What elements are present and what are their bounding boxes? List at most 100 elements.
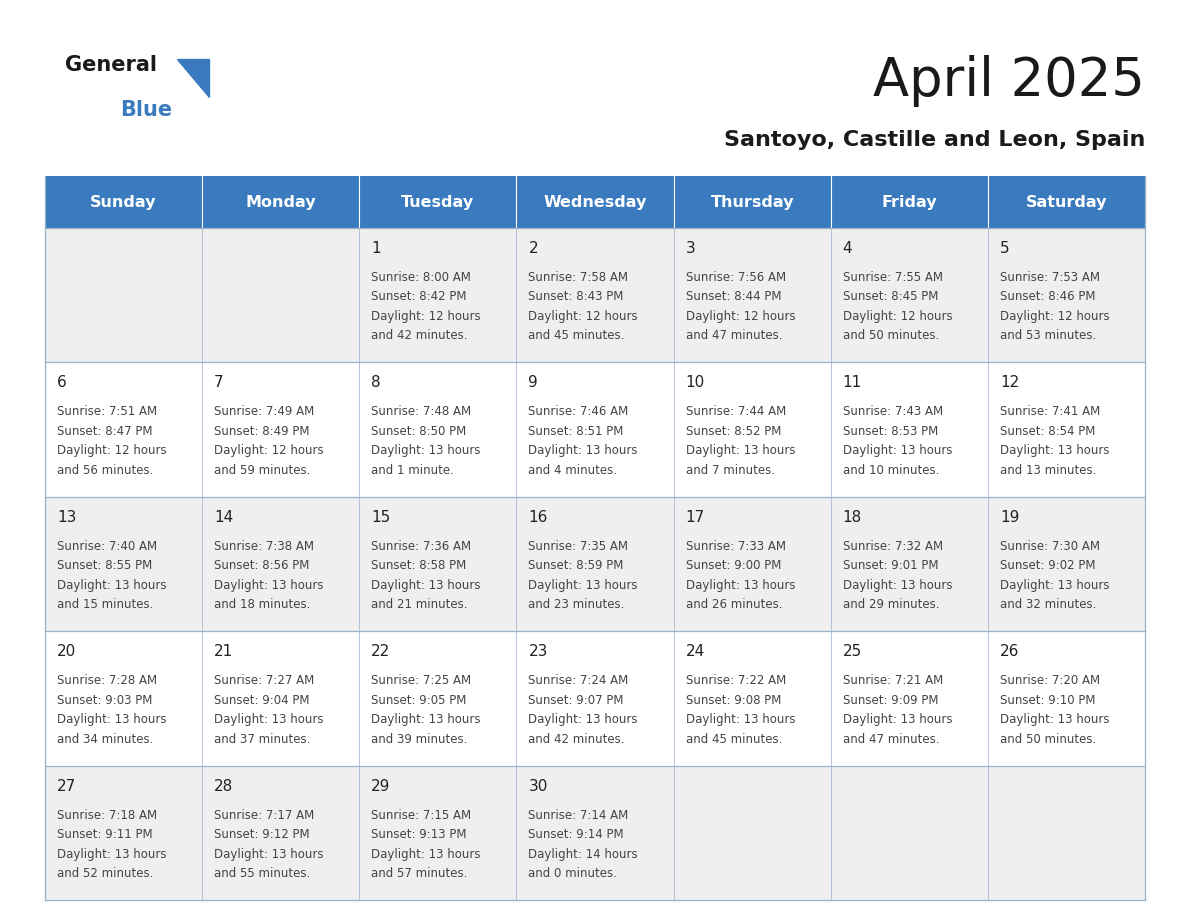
Text: Sunset: 9:05 PM: Sunset: 9:05 PM [372, 694, 467, 707]
Text: Sunset: 9:02 PM: Sunset: 9:02 PM [1000, 559, 1095, 572]
Bar [45, 766, 1145, 900]
Text: Daylight: 12 hours: Daylight: 12 hours [842, 310, 953, 323]
Text: Thursday: Thursday [710, 195, 794, 209]
Text: and 10 minutes.: and 10 minutes. [842, 464, 939, 476]
Text: and 47 minutes.: and 47 minutes. [842, 733, 940, 745]
Text: Sunset: 8:58 PM: Sunset: 8:58 PM [372, 559, 467, 572]
Text: Sunset: 9:12 PM: Sunset: 9:12 PM [214, 828, 310, 841]
Text: Sunset: 9:03 PM: Sunset: 9:03 PM [57, 694, 152, 707]
Text: Daylight: 13 hours: Daylight: 13 hours [685, 579, 795, 592]
Text: Daylight: 13 hours: Daylight: 13 hours [57, 847, 166, 860]
Text: 1: 1 [372, 241, 381, 256]
Text: 24: 24 [685, 644, 704, 659]
Text: Sunrise: 7:51 AM: Sunrise: 7:51 AM [57, 406, 157, 419]
Text: and 15 minutes.: and 15 minutes. [57, 599, 153, 611]
Text: Daylight: 13 hours: Daylight: 13 hours [372, 579, 481, 592]
Text: 29: 29 [372, 778, 391, 793]
Text: 28: 28 [214, 778, 233, 793]
Text: Sunset: 9:10 PM: Sunset: 9:10 PM [1000, 694, 1095, 707]
Text: and 42 minutes.: and 42 minutes. [372, 330, 468, 342]
Text: 6: 6 [57, 375, 67, 390]
Text: Sunrise: 7:15 AM: Sunrise: 7:15 AM [372, 809, 472, 822]
Text: Sunrise: 7:49 AM: Sunrise: 7:49 AM [214, 406, 315, 419]
Text: Sunrise: 7:36 AM: Sunrise: 7:36 AM [372, 540, 472, 553]
Bar [45, 176, 202, 228]
Text: 4: 4 [842, 241, 852, 256]
Text: 23: 23 [529, 644, 548, 659]
Text: Santoyo, Castille and Leon, Spain: Santoyo, Castille and Leon, Spain [723, 130, 1145, 150]
Text: Sunset: 9:14 PM: Sunset: 9:14 PM [529, 828, 624, 841]
Text: and 59 minutes.: and 59 minutes. [214, 464, 310, 476]
Text: Daylight: 13 hours: Daylight: 13 hours [685, 713, 795, 726]
Text: Daylight: 12 hours: Daylight: 12 hours [685, 310, 795, 323]
Text: Sunrise: 7:35 AM: Sunrise: 7:35 AM [529, 540, 628, 553]
Text: Sunset: 8:55 PM: Sunset: 8:55 PM [57, 559, 152, 572]
Text: Sunset: 8:53 PM: Sunset: 8:53 PM [842, 425, 939, 438]
Text: Daylight: 13 hours: Daylight: 13 hours [529, 579, 638, 592]
Text: Daylight: 13 hours: Daylight: 13 hours [685, 444, 795, 457]
Text: and 26 minutes.: and 26 minutes. [685, 599, 782, 611]
Text: and 55 minutes.: and 55 minutes. [214, 868, 310, 880]
Text: Sunset: 8:44 PM: Sunset: 8:44 PM [685, 290, 781, 304]
Text: Daylight: 13 hours: Daylight: 13 hours [1000, 444, 1110, 457]
Bar [202, 176, 359, 228]
Text: and 42 minutes.: and 42 minutes. [529, 733, 625, 745]
Text: Sunset: 8:49 PM: Sunset: 8:49 PM [214, 425, 310, 438]
Text: Daylight: 13 hours: Daylight: 13 hours [214, 579, 323, 592]
Text: 5: 5 [1000, 241, 1010, 256]
Bar [45, 632, 1145, 766]
Text: Daylight: 13 hours: Daylight: 13 hours [214, 713, 323, 726]
Text: Sunrise: 7:56 AM: Sunrise: 7:56 AM [685, 271, 785, 284]
Text: Sunrise: 7:25 AM: Sunrise: 7:25 AM [372, 674, 472, 688]
Text: Sunrise: 7:40 AM: Sunrise: 7:40 AM [57, 540, 157, 553]
Text: 11: 11 [842, 375, 862, 390]
Text: Sunrise: 7:22 AM: Sunrise: 7:22 AM [685, 674, 785, 688]
Text: 17: 17 [685, 509, 704, 525]
Bar [45, 363, 1145, 497]
Text: 27: 27 [57, 778, 76, 793]
Text: Sunset: 8:45 PM: Sunset: 8:45 PM [842, 290, 939, 304]
Text: Sunrise: 7:24 AM: Sunrise: 7:24 AM [529, 674, 628, 688]
Text: Sunset: 8:59 PM: Sunset: 8:59 PM [529, 559, 624, 572]
Text: Daylight: 13 hours: Daylight: 13 hours [372, 713, 481, 726]
Text: Daylight: 13 hours: Daylight: 13 hours [1000, 579, 1110, 592]
Text: Sunrise: 7:17 AM: Sunrise: 7:17 AM [214, 809, 315, 822]
Bar [830, 176, 988, 228]
Text: 14: 14 [214, 509, 233, 525]
Text: and 18 minutes.: and 18 minutes. [214, 599, 310, 611]
Text: Tuesday: Tuesday [402, 195, 474, 209]
Text: Daylight: 14 hours: Daylight: 14 hours [529, 847, 638, 860]
Text: 26: 26 [1000, 644, 1019, 659]
Text: Sunset: 8:47 PM: Sunset: 8:47 PM [57, 425, 152, 438]
Text: and 57 minutes.: and 57 minutes. [372, 868, 468, 880]
Text: Sunset: 9:11 PM: Sunset: 9:11 PM [57, 828, 152, 841]
Text: Sunset: 9:07 PM: Sunset: 9:07 PM [529, 694, 624, 707]
Text: Sunrise: 7:44 AM: Sunrise: 7:44 AM [685, 406, 785, 419]
Text: Sunset: 9:01 PM: Sunset: 9:01 PM [842, 559, 939, 572]
Text: Daylight: 13 hours: Daylight: 13 hours [842, 579, 953, 592]
Text: Sunrise: 7:33 AM: Sunrise: 7:33 AM [685, 540, 785, 553]
Text: Daylight: 12 hours: Daylight: 12 hours [57, 444, 166, 457]
Text: Sunset: 8:54 PM: Sunset: 8:54 PM [1000, 425, 1095, 438]
Text: and 32 minutes.: and 32 minutes. [1000, 599, 1097, 611]
Text: and 53 minutes.: and 53 minutes. [1000, 330, 1097, 342]
Text: and 34 minutes.: and 34 minutes. [57, 733, 153, 745]
Text: Monday: Monday [246, 195, 316, 209]
Text: Daylight: 12 hours: Daylight: 12 hours [214, 444, 324, 457]
Bar [359, 176, 517, 228]
Text: Sunset: 9:00 PM: Sunset: 9:00 PM [685, 559, 781, 572]
Text: Daylight: 13 hours: Daylight: 13 hours [842, 444, 953, 457]
Text: Daylight: 13 hours: Daylight: 13 hours [57, 713, 166, 726]
Text: Sunrise: 7:14 AM: Sunrise: 7:14 AM [529, 809, 628, 822]
Text: and 50 minutes.: and 50 minutes. [842, 330, 939, 342]
Text: Daylight: 13 hours: Daylight: 13 hours [214, 847, 323, 860]
Text: Sunrise: 7:58 AM: Sunrise: 7:58 AM [529, 271, 628, 284]
Text: Sunrise: 7:43 AM: Sunrise: 7:43 AM [842, 406, 943, 419]
Text: 21: 21 [214, 644, 233, 659]
Text: and 56 minutes.: and 56 minutes. [57, 464, 153, 476]
Text: Sunset: 9:08 PM: Sunset: 9:08 PM [685, 694, 781, 707]
Text: and 4 minutes.: and 4 minutes. [529, 464, 618, 476]
Bar [674, 176, 830, 228]
Text: Sunset: 8:50 PM: Sunset: 8:50 PM [372, 425, 467, 438]
Text: Daylight: 13 hours: Daylight: 13 hours [529, 713, 638, 726]
